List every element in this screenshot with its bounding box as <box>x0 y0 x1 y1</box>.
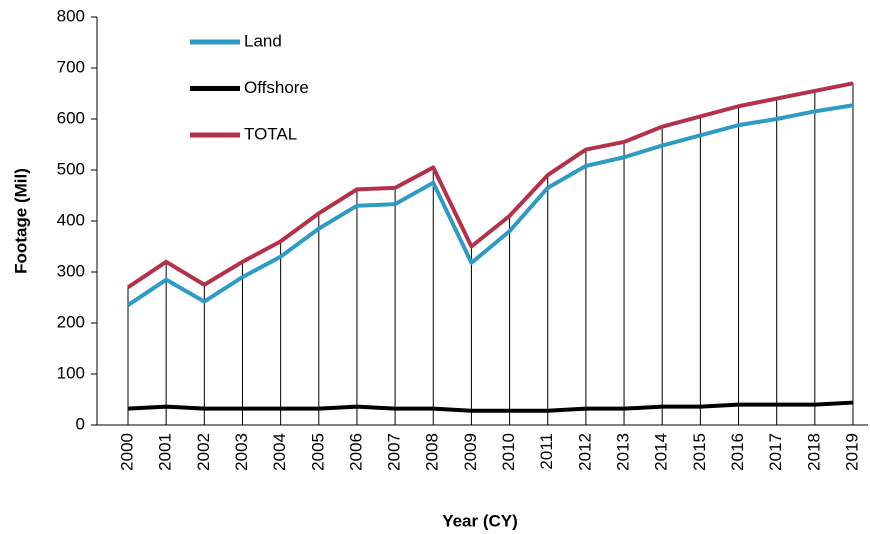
y-tick-label: 400 <box>57 210 85 229</box>
y-tick-label: 0 <box>76 414 85 433</box>
x-tick-label: 2004 <box>270 433 289 471</box>
x-tick-label: 2018 <box>804 433 823 471</box>
y-axis-label: Footage (Mil) <box>11 168 30 274</box>
x-tick-label: 2001 <box>156 433 175 471</box>
x-tick-label: 2003 <box>232 433 251 471</box>
x-tick-label: 2010 <box>499 433 518 471</box>
y-tick-label: 600 <box>57 108 85 127</box>
x-tick-label: 2016 <box>728 433 747 471</box>
y-tick-label: 800 <box>57 6 85 25</box>
y-tick-label: 300 <box>57 261 85 280</box>
x-tick-label: 2008 <box>423 433 442 471</box>
x-tick-label: 2017 <box>766 433 785 471</box>
x-tick-label: 2013 <box>614 433 633 471</box>
x-tick-label: 2006 <box>346 433 365 471</box>
series-line <box>126 81 854 289</box>
y-tick-label: 500 <box>57 159 85 178</box>
x-tick-label: 2019 <box>842 433 861 471</box>
legend-label: Land <box>244 31 282 50</box>
x-tick-label: 2000 <box>117 433 136 471</box>
x-tick-label: 2002 <box>194 433 213 471</box>
y-tick-label: 100 <box>57 363 85 382</box>
legend-label: TOTAL <box>244 124 297 143</box>
y-tick-label: 700 <box>57 57 85 76</box>
y-tick-label: 200 <box>57 312 85 331</box>
series-line <box>127 400 854 413</box>
x-tick-label: 2014 <box>652 433 671 471</box>
x-tick-label: 2009 <box>461 433 480 471</box>
x-tick-label: 2015 <box>690 433 709 471</box>
series-line <box>126 103 854 307</box>
x-tick-label: 2007 <box>385 433 404 471</box>
x-tick-label: 2011 <box>537 433 556 470</box>
x-tick-label: 2012 <box>575 433 594 471</box>
legend-label: Offshore <box>244 78 309 97</box>
x-tick-label: 2005 <box>308 433 327 471</box>
x-axis-label: Year (CY) <box>442 511 518 530</box>
